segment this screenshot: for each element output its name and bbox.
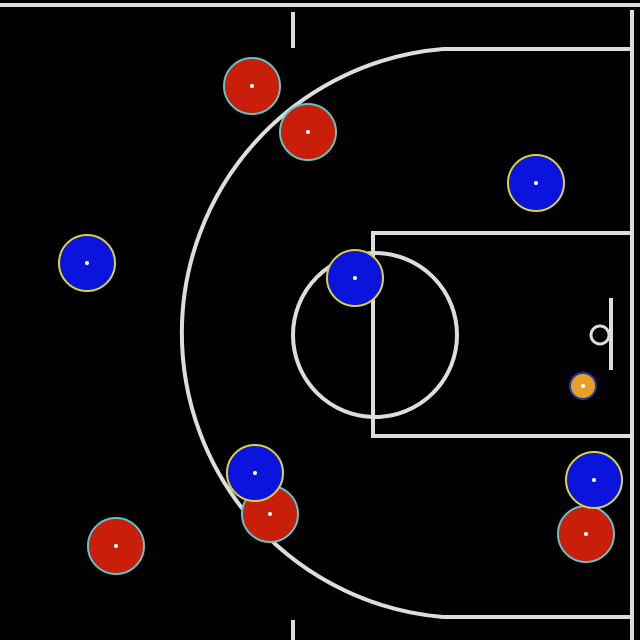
three-point-arc — [179, 47, 444, 619]
player-token-red-1[interactable] — [223, 57, 281, 115]
player-token-blue-7[interactable] — [507, 154, 565, 212]
players-layer — [58, 57, 623, 575]
paint-area — [371, 231, 634, 438]
player-token-red-4[interactable] — [87, 517, 145, 575]
player-token-red-2[interactable] — [279, 103, 337, 161]
free-throw-circle — [291, 251, 459, 419]
player-token-red-5[interactable] — [557, 505, 615, 563]
player-token-blue-8[interactable] — [326, 249, 384, 307]
player-token-blue-6[interactable] — [58, 234, 116, 292]
ball-layer — [569, 372, 597, 400]
basketball-orange[interactable] — [569, 372, 597, 400]
hoop — [589, 324, 611, 346]
player-token-blue-9[interactable] — [226, 444, 284, 502]
player-token-blue-10[interactable] — [565, 451, 623, 509]
